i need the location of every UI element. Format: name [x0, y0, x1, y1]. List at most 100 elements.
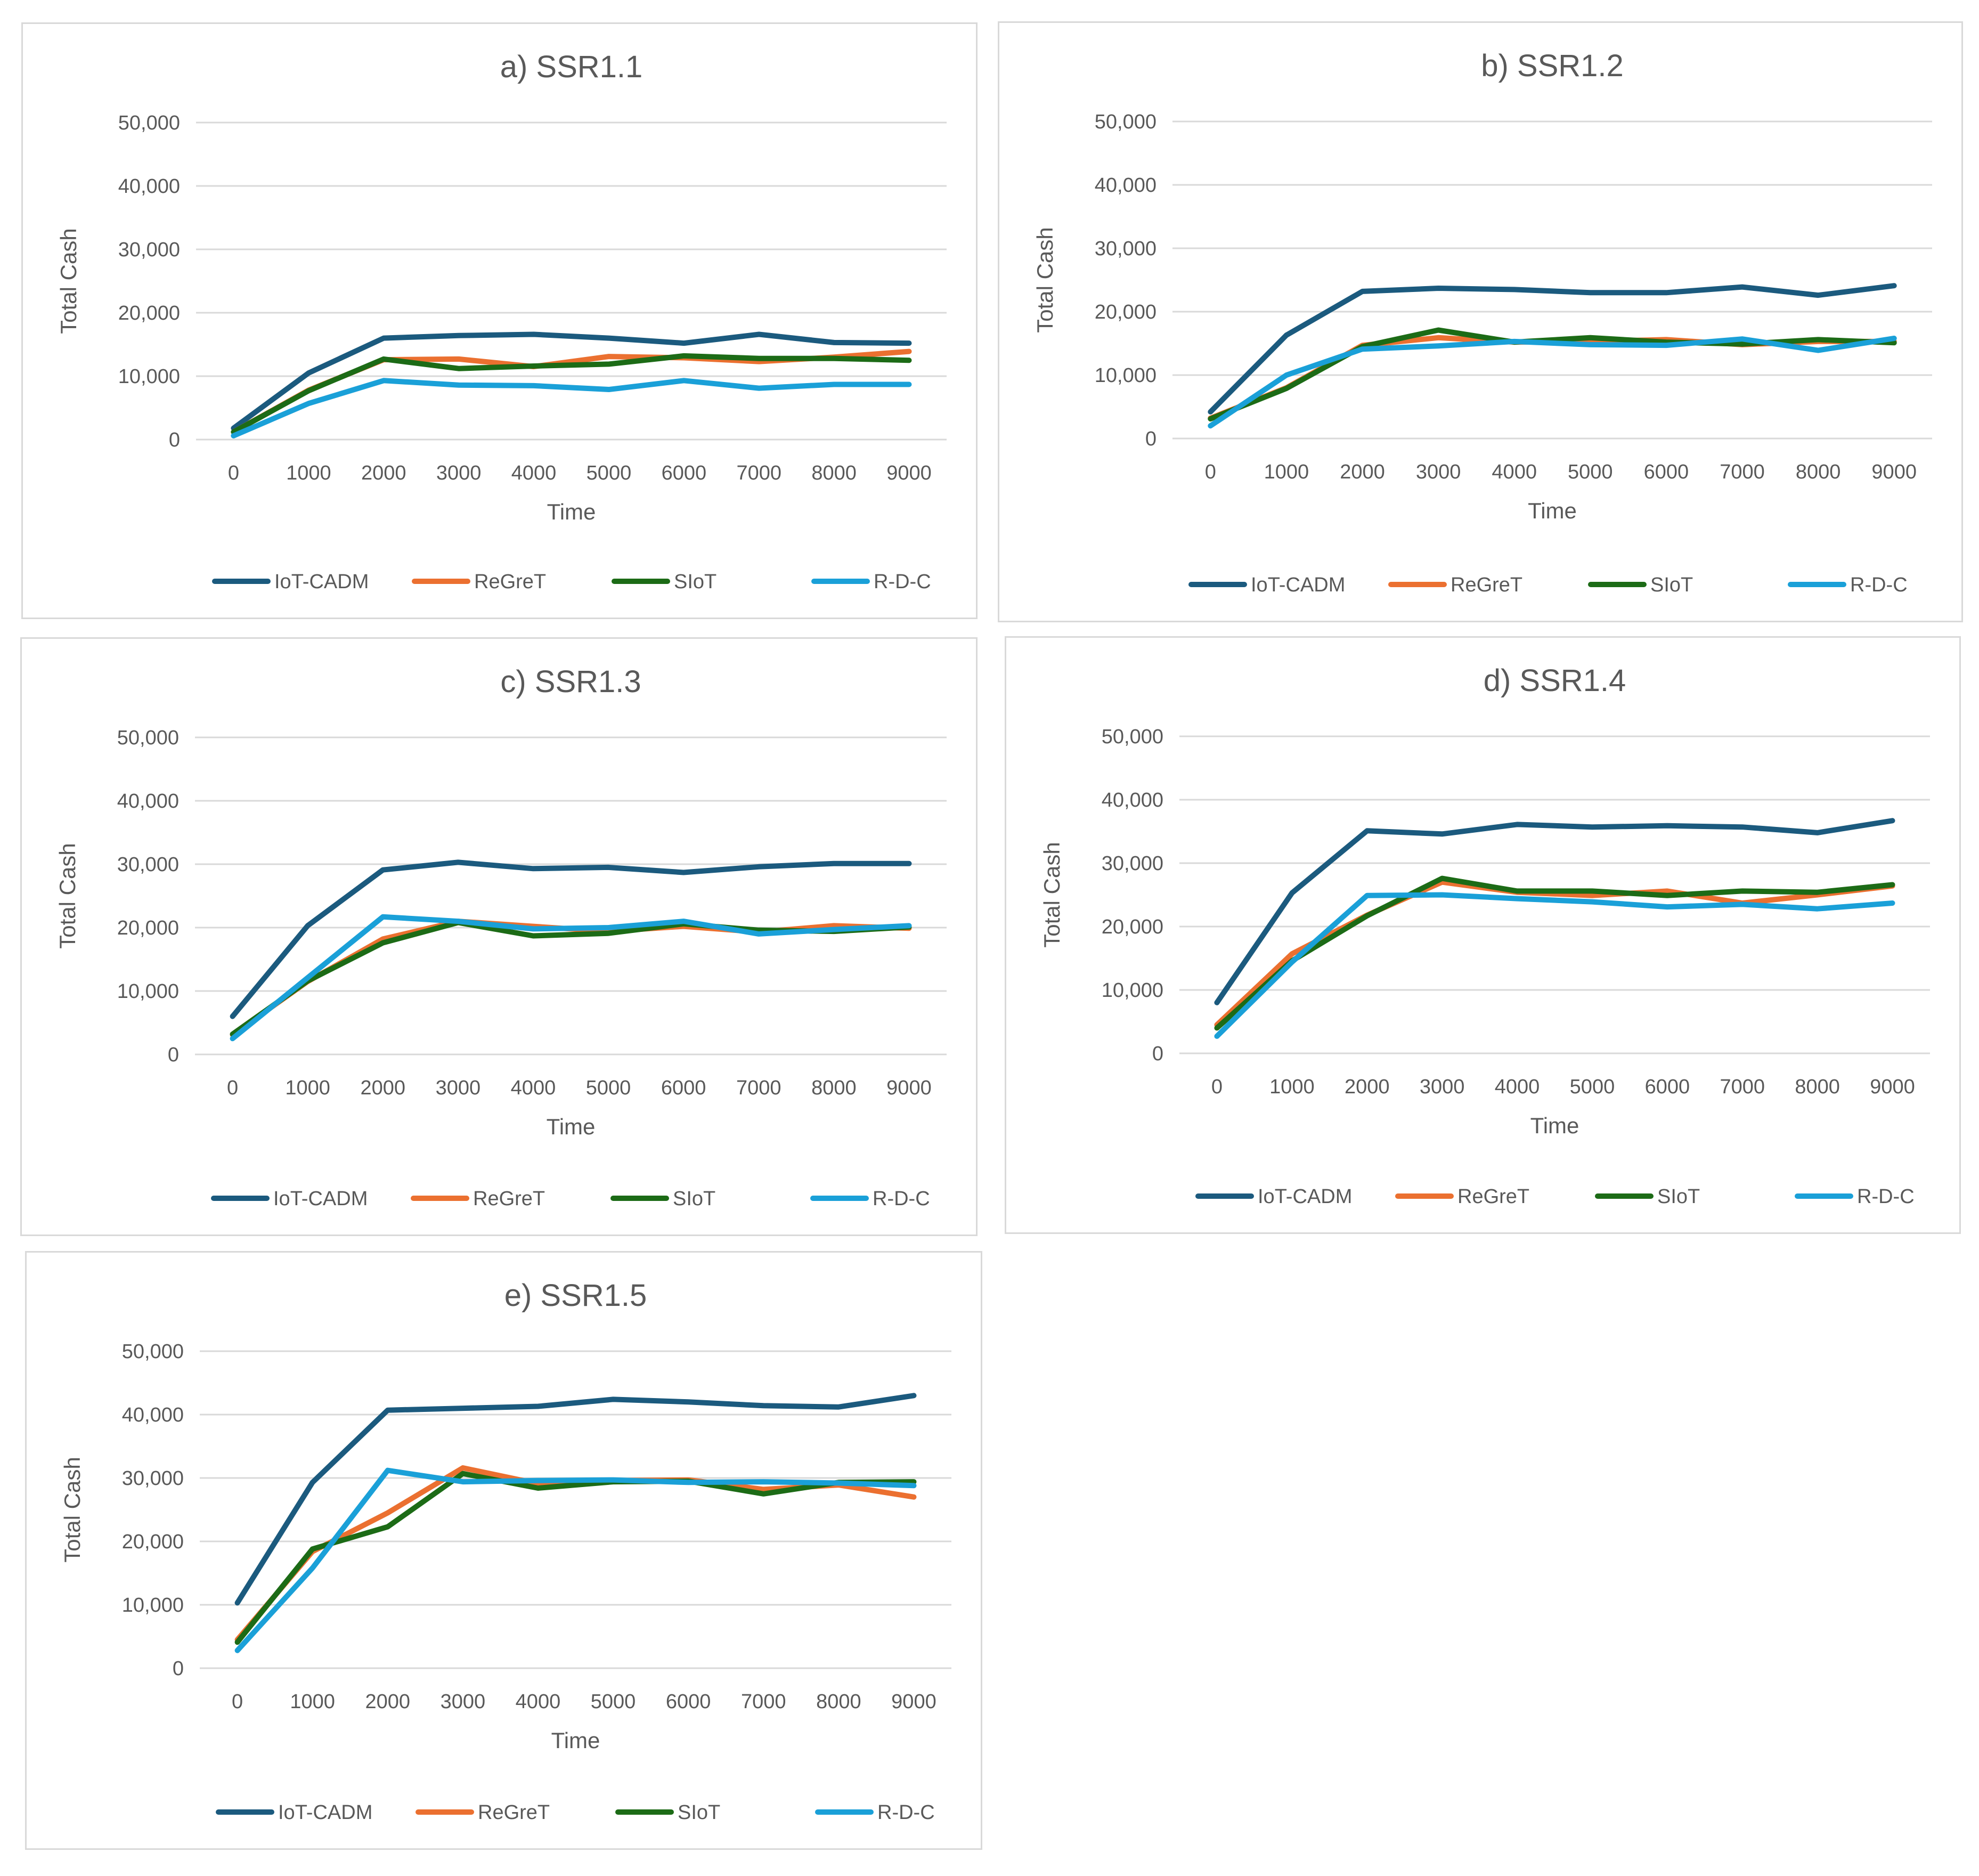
x-tick-label: 9000: [891, 1691, 936, 1713]
series-line-siot: [230, 920, 912, 1037]
x-tick-label: 5000: [591, 1691, 636, 1713]
y-axis-title: Total Cash: [1039, 842, 1064, 947]
x-tick-label: 3000: [436, 1077, 481, 1099]
legend-label-siot: SIoT: [1657, 1185, 1700, 1208]
y-tick-label: 40,000: [1102, 789, 1163, 811]
y-axis-title: Total Cash: [1032, 227, 1057, 332]
x-tick-label: 8000: [811, 1077, 857, 1099]
x-tick-label: 6000: [1645, 1076, 1690, 1098]
legend-label-r-d-c: R-D-C: [1857, 1185, 1915, 1208]
y-tick-label: 40,000: [122, 1404, 184, 1426]
y-tick-label: 50,000: [118, 112, 180, 134]
x-tick-label: 6000: [661, 1077, 706, 1099]
x-tick-label: 6000: [666, 1691, 711, 1713]
legend-label-iot-cadm: IoT-CADM: [1258, 1185, 1352, 1208]
y-tick-label: 0: [168, 1044, 179, 1066]
chart-title: e) SSR1.5: [504, 1278, 647, 1313]
series-line-siot: [234, 1471, 917, 1645]
x-tick-label: 3000: [441, 1691, 486, 1713]
x-tick-label: 0: [232, 1691, 243, 1713]
x-axis-title: Time: [1528, 498, 1577, 523]
x-tick-label: 7000: [1720, 461, 1765, 483]
x-tick-label: 5000: [586, 1077, 631, 1099]
x-tick-label: 0: [227, 1077, 238, 1099]
legend-label-siot: SIoT: [674, 571, 716, 593]
y-tick-label: 20,000: [1095, 301, 1157, 323]
x-tick-label: 6000: [1644, 461, 1689, 483]
x-tick-label: 2000: [360, 1077, 405, 1099]
x-tick-label: 2000: [1340, 461, 1385, 483]
series-line-regret: [1208, 335, 1897, 421]
series-line-regret: [234, 1465, 917, 1643]
x-tick-label: 1000: [286, 462, 331, 484]
x-tick-label: 5000: [587, 462, 632, 484]
y-tick-label: 40,000: [118, 175, 180, 198]
y-tick-label: 10,000: [1095, 364, 1157, 387]
y-tick-label: 20,000: [122, 1531, 184, 1553]
x-tick-label: 9000: [1871, 461, 1917, 483]
y-tick-label: 50,000: [1095, 111, 1157, 133]
y-axis-title: Total Cash: [56, 228, 81, 334]
legend-label-siot: SIoT: [673, 1188, 715, 1210]
y-tick-label: 10,000: [118, 366, 180, 388]
chart-panel-c: c) SSR1.3 0 10,000 20,000 30,000 40,000 50,000…: [20, 637, 978, 1236]
legend-label-r-d-c: R-D-C: [874, 571, 931, 593]
legend-label-iot-cadm: IoT-CADM: [1251, 574, 1345, 596]
series-line-siot: [1214, 875, 1895, 1031]
x-tick-label: 5000: [1568, 461, 1613, 483]
x-tick-label: 0: [228, 462, 239, 484]
series-line-iot-cadm: [1214, 818, 1895, 1005]
x-tick-label: 0: [1205, 461, 1216, 483]
chart-title: b) SSR1.2: [1481, 48, 1624, 83]
legend-label-regret: ReGreT: [478, 1801, 550, 1824]
y-tick-label: 50,000: [1102, 726, 1163, 748]
x-tick-label: 7000: [741, 1691, 786, 1713]
x-tick-label: 7000: [736, 462, 781, 484]
y-tick-label: 0: [1152, 1043, 1163, 1065]
series-line-iot-cadm: [1208, 283, 1897, 415]
chart-panel-e: e) SSR1.5 0 10,000 20,000 30,000 40,000 50,000…: [25, 1251, 982, 1850]
series-line-regret: [230, 919, 912, 1038]
y-tick-label: 10,000: [1102, 979, 1163, 1002]
y-tick-label: 20,000: [118, 302, 180, 324]
x-tick-label: 9000: [886, 462, 932, 484]
y-tick-label: 0: [1145, 428, 1157, 450]
x-tick-label: 1000: [1264, 461, 1309, 483]
y-tick-label: 50,000: [122, 1341, 184, 1363]
x-tick-label: 4000: [1495, 1076, 1540, 1098]
chart-panel-a: a) SSR1.1 0 10,000 20,000 30,000 40,000 50,000…: [21, 22, 978, 619]
chart-svg-b: b) SSR1.2 0 10,000 20,000 30,000 40,000 50,000…: [1032, 48, 1932, 596]
x-tick-label: 7000: [736, 1077, 781, 1099]
x-tick-label: 9000: [1870, 1076, 1915, 1098]
x-tick-label: 4000: [516, 1691, 561, 1713]
chart-title: a) SSR1.1: [500, 50, 643, 84]
x-tick-label: 1000: [1269, 1076, 1315, 1098]
x-tick-label: 1000: [285, 1077, 330, 1099]
y-tick-label: 30,000: [118, 239, 180, 261]
series-line-siot: [231, 353, 912, 435]
legend-label-siot: SIoT: [678, 1801, 720, 1824]
y-tick-label: 0: [169, 429, 180, 451]
y-axis-title: Total Cash: [60, 1457, 85, 1562]
x-tick-label: 1000: [290, 1691, 335, 1713]
y-tick-label: 10,000: [122, 1594, 184, 1617]
legend-label-regret: ReGreT: [1457, 1185, 1529, 1208]
x-tick-label: 3000: [436, 462, 482, 484]
y-tick-label: 30,000: [117, 854, 179, 876]
x-tick-label: 2000: [1345, 1076, 1390, 1098]
series-line-r-d-c: [1214, 892, 1895, 1039]
series-line-r-d-c: [230, 914, 912, 1042]
legend-label-r-d-c: R-D-C: [873, 1188, 930, 1210]
x-tick-label: 0: [1211, 1076, 1223, 1098]
x-tick-label: 8000: [1796, 461, 1841, 483]
chart-svg-e: e) SSR1.5 0 10,000 20,000 30,000 40,000 50,000…: [60, 1278, 951, 1824]
x-tick-label: 5000: [1570, 1076, 1615, 1098]
legend-label-regret: ReGreT: [473, 1188, 545, 1210]
legend-label-iot-cadm: IoT-CADM: [278, 1801, 372, 1824]
series-line-regret: [1214, 879, 1895, 1028]
legend-label-r-d-c: R-D-C: [877, 1801, 935, 1824]
legend-label-iot-cadm: IoT-CADM: [273, 1188, 368, 1210]
y-tick-label: 20,000: [117, 917, 179, 939]
legend-label-iot-cadm: IoT-CADM: [274, 571, 369, 593]
x-tick-label: 3000: [1420, 1076, 1465, 1098]
